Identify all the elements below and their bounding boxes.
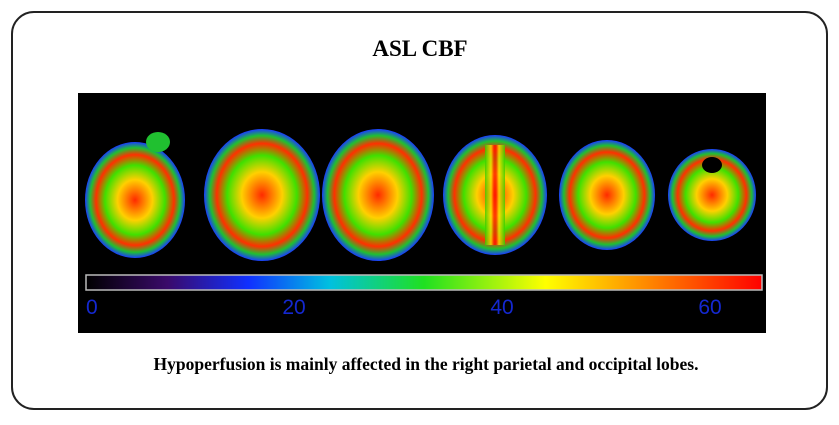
brain-slice-part bbox=[146, 132, 170, 152]
brain-slice bbox=[322, 129, 434, 261]
colorbar-ticks: 0 20 40 60 bbox=[86, 296, 722, 319]
brain-slice bbox=[559, 140, 655, 250]
brain-slice bbox=[668, 149, 756, 241]
colorbar-tick-label: 20 bbox=[282, 296, 305, 319]
colorbar-tick-label: 0 bbox=[86, 296, 98, 319]
colorbar-tick-label: 60 bbox=[698, 296, 721, 319]
title: ASL CBF bbox=[372, 36, 467, 61]
brain-slice-part bbox=[485, 145, 505, 245]
colorbar bbox=[85, 274, 763, 291]
brain-slice-part bbox=[702, 157, 722, 173]
brain-slices bbox=[85, 129, 756, 261]
caption: Hypoperfusion is mainly affected in the … bbox=[154, 354, 699, 374]
colorbar-tick-label: 40 bbox=[490, 296, 513, 319]
brain-slice bbox=[85, 142, 185, 258]
brain-slice bbox=[204, 129, 320, 261]
